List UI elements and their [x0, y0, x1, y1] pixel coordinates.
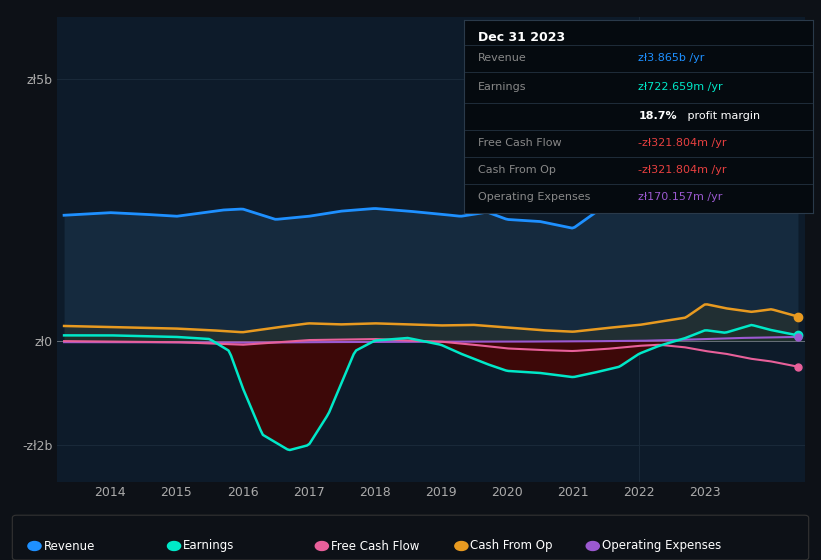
Text: Operating Expenses: Operating Expenses [603, 539, 722, 553]
Text: Earnings: Earnings [185, 539, 236, 553]
Text: zł722.659m /yr: zł722.659m /yr [639, 82, 723, 92]
Text: zł3.865b /yr: zł3.865b /yr [639, 53, 704, 63]
Text: Revenue: Revenue [44, 539, 95, 553]
Text: Earnings: Earnings [478, 82, 526, 92]
Text: Operating Expenses: Operating Expenses [602, 539, 721, 553]
Text: Cash From Op: Cash From Op [472, 539, 554, 553]
Text: Cash From Op: Cash From Op [478, 165, 556, 175]
Text: Free Cash Flow: Free Cash Flow [331, 539, 420, 553]
Text: -zł321.804m /yr: -zł321.804m /yr [639, 138, 727, 148]
Text: Dec 31 2023: Dec 31 2023 [478, 31, 565, 44]
Text: zł170.157m /yr: zł170.157m /yr [639, 192, 722, 202]
Text: Free Cash Flow: Free Cash Flow [333, 539, 421, 553]
Text: Earnings: Earnings [183, 539, 235, 553]
Text: -zł321.804m /yr: -zł321.804m /yr [639, 165, 727, 175]
Text: Operating Expenses: Operating Expenses [478, 192, 590, 202]
Text: Cash From Op: Cash From Op [470, 539, 553, 553]
Text: 18.7%: 18.7% [639, 111, 677, 121]
Text: Revenue: Revenue [478, 53, 526, 63]
Text: Revenue: Revenue [45, 539, 97, 553]
Text: Free Cash Flow: Free Cash Flow [478, 138, 562, 148]
Text: profit margin: profit margin [684, 111, 759, 121]
